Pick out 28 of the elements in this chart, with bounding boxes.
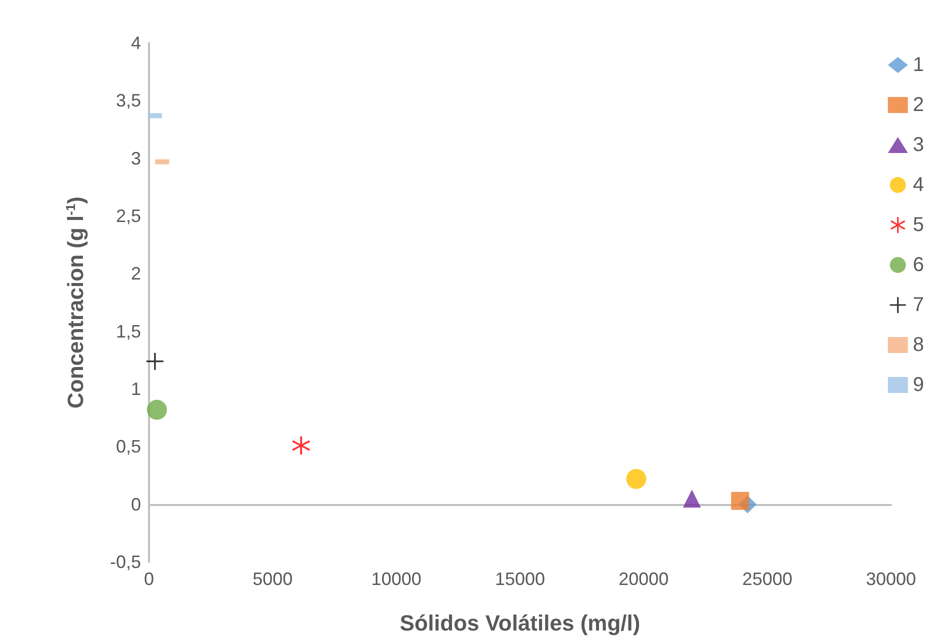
y-tick-label: 3,5 <box>116 90 141 111</box>
legend-label: 7 <box>912 294 924 316</box>
legend-label: 8 <box>912 334 924 356</box>
y-tick-label: 1 <box>130 379 141 399</box>
legend-label: 2 <box>912 94 924 116</box>
y-tick-label: 2,5 <box>116 206 141 226</box>
x-tick-label: 20000 <box>618 569 669 589</box>
y-tick-label: 1,5 <box>116 321 141 342</box>
legend-label: 1 <box>912 54 924 76</box>
x-tick-label: 30000 <box>866 569 916 589</box>
x-tick-label: 10000 <box>371 569 422 589</box>
y-tick-label: 4 <box>130 33 141 53</box>
legend-label: 9 <box>912 374 924 396</box>
x-tick-label: 15000 <box>494 569 546 589</box>
x-axis-title: Sólidos Volátiles (mg/l) <box>400 610 640 636</box>
legend-label: 3 <box>912 134 924 156</box>
y-tick-label: -0,5 <box>110 552 141 572</box>
y-axis-title: Concentracion (g l-1) <box>63 196 88 409</box>
x-tick-label: 0 <box>144 569 154 589</box>
y-tick-label: 2 <box>130 264 141 284</box>
legend-label: 5 <box>912 214 924 236</box>
x-tick-label: 25000 <box>742 569 792 589</box>
x-tick-label: 5000 <box>252 569 293 589</box>
y-tick-label: 0 <box>130 494 141 514</box>
y-tick-label: 3 <box>130 148 141 168</box>
legend-label: 4 <box>912 174 924 196</box>
legend-label: 6 <box>912 254 924 276</box>
y-tick-label: 0,5 <box>116 436 141 457</box>
